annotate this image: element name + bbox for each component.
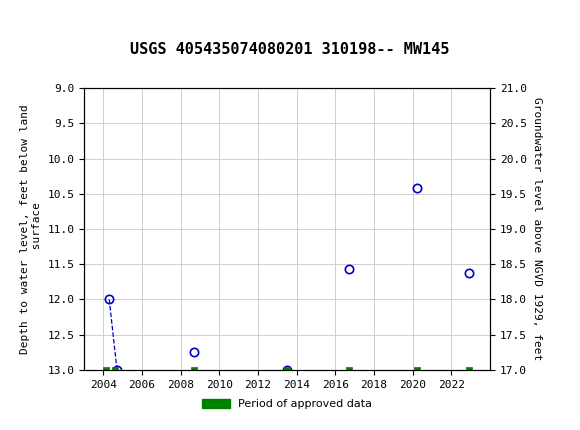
Y-axis label: Groundwater level above NGVD 1929, feet: Groundwater level above NGVD 1929, feet bbox=[532, 97, 542, 361]
Text: USGS 405435074080201 310198-- MW145: USGS 405435074080201 310198-- MW145 bbox=[130, 42, 450, 57]
Y-axis label: Depth to water level, feet below land
 surface: Depth to water level, feet below land su… bbox=[20, 104, 42, 354]
Legend: Period of approved data: Period of approved data bbox=[197, 394, 377, 414]
Text: ≡USGS: ≡USGS bbox=[9, 11, 74, 29]
